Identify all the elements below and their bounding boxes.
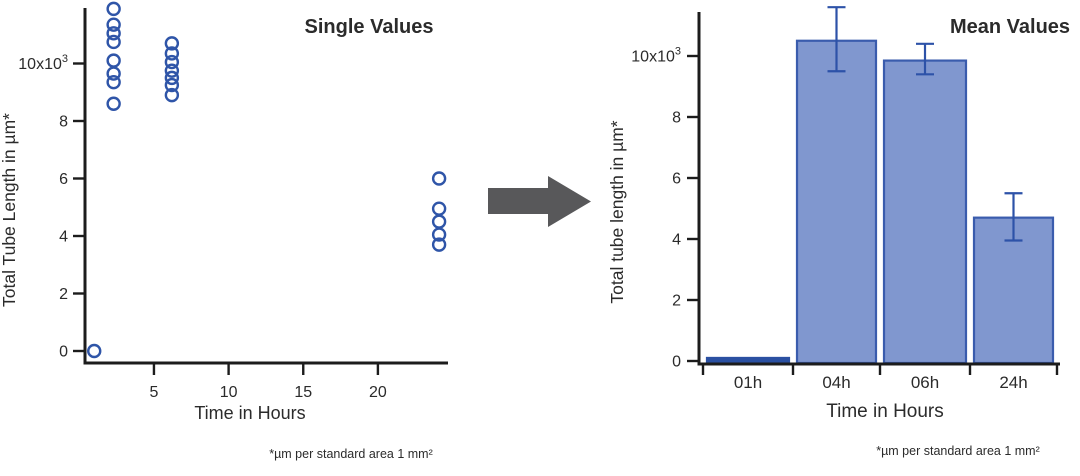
scatter-point — [164, 54, 180, 70]
scatter-point — [106, 1, 121, 17]
x-category-label: 01h — [734, 373, 762, 392]
scatter-title: Single Values — [305, 16, 434, 38]
y-tick-label: 8 — [59, 114, 68, 131]
arrow-right-shape — [488, 176, 591, 227]
bar-06h — [882, 59, 968, 365]
scatter-point — [87, 343, 102, 359]
scatter-x-axis-title: Time in Hours — [194, 403, 305, 423]
scatter-point — [106, 34, 121, 50]
y-tick-label: 10x103 — [631, 46, 681, 66]
scatter-point — [431, 171, 447, 186]
y-tick-label: 6 — [672, 171, 681, 188]
scatter-point — [431, 237, 447, 252]
y-tick-label: 6 — [59, 171, 68, 188]
x-tick-label: 10 — [220, 384, 238, 401]
x-tick-label: 20 — [369, 384, 387, 401]
y-tick-label: 0 — [59, 344, 68, 361]
y-tick-label: 4 — [672, 232, 681, 249]
x-tick-label: 5 — [149, 384, 158, 401]
y-tick-label: 2 — [59, 286, 68, 303]
bar-24h — [972, 216, 1055, 365]
scatter-point — [164, 87, 180, 103]
y-tick-label: 8 — [672, 110, 681, 127]
scatter-point — [106, 17, 121, 32]
bar-footnote: *µm per standard area 1 mm² — [876, 444, 1040, 458]
y-tick-label: 0 — [672, 354, 681, 371]
bar-y-axis-title: Total tube length in µm* — [607, 120, 627, 303]
scatter-point — [106, 66, 121, 81]
y-tick-label: 2 — [672, 293, 681, 310]
scatter-point — [164, 46, 180, 61]
y-tick-label: 10x103 — [18, 53, 68, 73]
bar-title: Mean Values — [950, 16, 1070, 38]
bar-01h — [705, 356, 791, 365]
scatter-point — [164, 70, 180, 86]
y-tick-label: 4 — [59, 229, 68, 246]
x-category-label: 06h — [911, 373, 939, 392]
scatter-point — [431, 227, 447, 242]
scatter-point — [164, 63, 180, 78]
scatter-point — [106, 26, 121, 41]
scatter-footnote: *µm per standard area 1 mm² — [269, 447, 433, 461]
scatter-point — [164, 36, 180, 51]
bar-x-axis-title: Time in Hours — [826, 401, 944, 422]
scatter-point — [164, 77, 180, 93]
scatter-y-axis-title: Total Tube Length in µm* — [0, 113, 19, 307]
bar-04h — [795, 39, 878, 365]
x-category-label: 04h — [822, 373, 850, 392]
scatter-point — [106, 96, 121, 111]
scatter-point — [106, 74, 121, 90]
x-tick-label: 15 — [294, 384, 312, 401]
arrow-right-icon — [488, 176, 591, 227]
x-category-label: 24h — [999, 373, 1027, 392]
